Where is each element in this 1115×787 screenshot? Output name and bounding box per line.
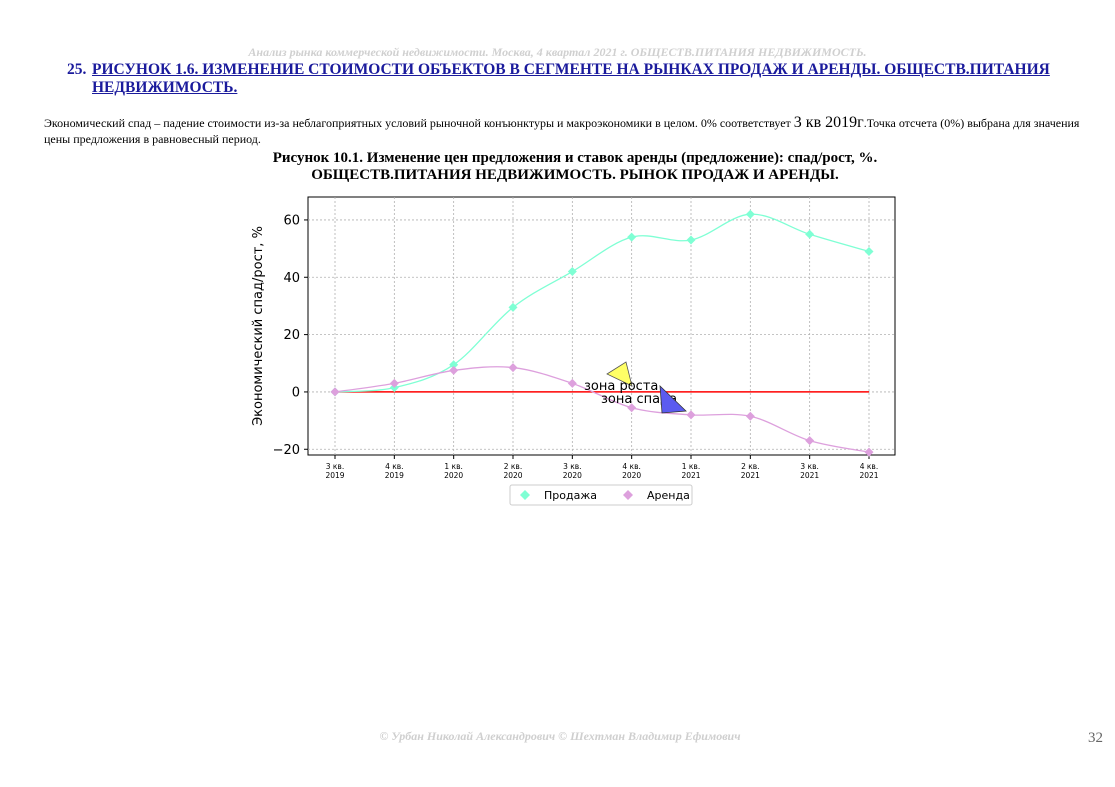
x-tick-label: 2020: [444, 471, 463, 480]
data-point-sales: [567, 267, 577, 277]
y-tick-label: −20: [273, 443, 300, 458]
x-tick-label: 2021: [800, 471, 819, 480]
section-heading: 25. РИСУНОК 1.6. ИЗМЕНЕНИЕ СТОИМОСТИ ОБЪ…: [67, 61, 1097, 97]
figure-caption-line-1: Рисунок 10.1. Изменение цен предложения …: [272, 150, 878, 166]
y-tick-label: 40: [283, 271, 300, 286]
section-title-link[interactable]: РИСУНОК 1.6. ИЗМЕНЕНИЕ СТОИМОСТИ ОБЪЕКТО…: [92, 61, 1050, 96]
data-point-sales: [864, 246, 874, 256]
legend-label-sales: Продажа: [544, 489, 597, 502]
x-tick-label: 1 кв.: [682, 462, 701, 471]
data-point-rent: [805, 436, 815, 446]
running-header: Анализ рынка коммерческой недвижимости. …: [248, 45, 867, 59]
x-tick-label: 4 кв.: [385, 462, 404, 471]
x-tick-label: 2 кв.: [504, 462, 523, 471]
legend-box: [509, 484, 693, 506]
data-point-rent: [686, 410, 696, 420]
data-point-rent: [745, 411, 755, 421]
description-paragraph: Экономический спад – падение стоимости и…: [44, 115, 1084, 147]
y-axis-label: Экономический спад/рост, %: [251, 226, 266, 426]
data-point-rent: [508, 363, 518, 373]
section-number: 25.: [67, 61, 87, 78]
decline-zone-label: зона спада: [601, 392, 677, 407]
y-tick-label: 60: [283, 213, 300, 228]
series-line-sales: [334, 213, 870, 393]
description-text-1: Экономический спад – падение стоимости и…: [44, 116, 794, 130]
data-point-sales: [627, 232, 637, 242]
data-point-sales: [508, 302, 518, 312]
plot-frame: [307, 196, 896, 456]
legend: Продажа Аренда: [509, 484, 693, 506]
x-tick-label: 2021: [859, 471, 878, 480]
legend-marker-sales: [520, 490, 530, 500]
data-point-rent: [567, 378, 577, 388]
growth-zone-label: зона роста: [584, 379, 658, 394]
x-tick-label: 2021: [681, 471, 700, 480]
data-point-sales: [805, 229, 815, 239]
footer-authors: © Урбан Николай Александрович © Шехтман …: [379, 729, 741, 743]
figure-caption-line-2: ОБЩЕСТВ.ПИТАНИЯ НЕДВИЖИМОСТЬ. РЫНОК ПРОД…: [311, 167, 839, 183]
description-reference-period: 3 кв 2019г: [793, 114, 864, 131]
page-number: 32: [1088, 730, 1103, 746]
series: [330, 209, 874, 457]
x-tick-label: 4 кв.: [622, 462, 641, 471]
x-tick-label: 2 кв.: [741, 462, 760, 471]
x-tick-label: 3 кв.: [563, 462, 582, 471]
data-point-rent: [389, 378, 399, 388]
data-point-rent: [627, 403, 637, 413]
x-tick-label: 3 кв.: [800, 462, 819, 471]
data-point-sales: [686, 235, 696, 245]
x-tick-label: 2021: [741, 471, 760, 480]
chart: 3 кв. 2019 4 кв. 2019 1 кв. 2020 2 кв. 2020 3 кв…: [240, 190, 900, 515]
figure-caption: Рисунок 10.1. Изменение цен предложения …: [0, 150, 1115, 184]
y-tick-label: 20: [283, 328, 300, 343]
growth-zone-arrow: [606, 361, 633, 387]
x-tick-label: 1 кв.: [444, 462, 463, 471]
data-point-rent: [330, 387, 340, 397]
data-point-rent: [449, 365, 459, 375]
series-line-rent: [334, 366, 870, 453]
legend-label-rent: Аренда: [647, 489, 690, 502]
x-tick-label: 2020: [503, 471, 522, 480]
decline-zone-arrow: [659, 384, 687, 414]
x-tick-label: 2019: [385, 471, 404, 480]
data-point-sales: [745, 209, 755, 219]
x-tick-label: 2019: [325, 471, 344, 480]
data-point-rent: [864, 447, 874, 457]
data-point-sales: [449, 360, 459, 370]
x-tick-label: 2020: [622, 471, 641, 480]
legend-marker-rent: [623, 490, 633, 500]
x-tick-label: 4 кв.: [860, 462, 879, 471]
y-tick-label: 0: [292, 385, 300, 400]
x-tick-label: 2020: [563, 471, 582, 480]
description-text-2: .Точка отсчета (0%) выбрана для значения…: [44, 116, 1080, 146]
x-tick-label: 3 кв.: [326, 462, 345, 471]
